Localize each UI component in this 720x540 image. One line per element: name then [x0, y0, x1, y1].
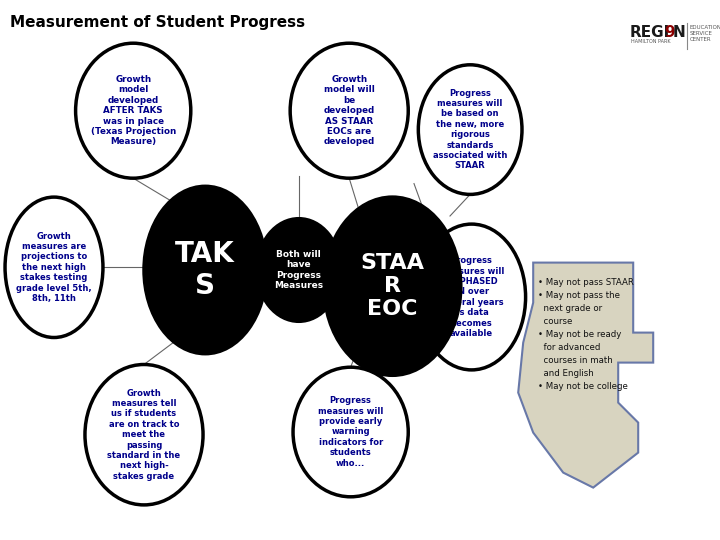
Ellipse shape — [257, 219, 341, 321]
Text: Progress
measures will
be based on
the new, more
rigorous
standards
associated w: Progress measures will be based on the n… — [433, 89, 508, 171]
Text: Progress
measures will
provide early
warning
indicators for
students
who...: Progress measures will provide early war… — [318, 396, 383, 468]
Ellipse shape — [76, 43, 191, 178]
Text: Progress
measures will
be PHASED
IN over
several years
as data
becomes
available: Progress measures will be PHASED IN over… — [439, 256, 504, 338]
Ellipse shape — [324, 197, 461, 375]
Text: 9: 9 — [664, 25, 675, 40]
Text: course: course — [539, 316, 572, 326]
Text: Growth
model
developed
AFTER TAKS
was in place
(Texas Projection
Measure): Growth model developed AFTER TAKS was in… — [91, 75, 176, 146]
Text: • May not be college: • May not be college — [539, 382, 628, 390]
Polygon shape — [518, 262, 653, 488]
Text: Both will
have
Progress
Measures: Both will have Progress Measures — [274, 250, 323, 290]
Text: and English: and English — [539, 369, 594, 377]
Text: REGI: REGI — [630, 25, 670, 40]
Ellipse shape — [418, 224, 526, 370]
Text: EDUCATION
SERVICE
CENTER: EDUCATION SERVICE CENTER — [690, 25, 720, 42]
Text: Growth
measures tell
us if students
are on track to
meet the
passing
standard in: Growth measures tell us if students are … — [107, 389, 181, 481]
Text: STAA
R
EOC: STAA R EOC — [361, 253, 424, 319]
Ellipse shape — [293, 367, 408, 497]
Text: Measurement of Student Progress: Measurement of Student Progress — [10, 15, 305, 30]
Text: • May not pass STAAR: • May not pass STAAR — [539, 278, 634, 287]
Ellipse shape — [85, 364, 203, 505]
Ellipse shape — [418, 65, 522, 194]
Text: next grade or: next grade or — [539, 303, 603, 313]
Text: Growth
measures are
projections to
the next high
stakes testing
grade level 5th,: Growth measures are projections to the n… — [16, 232, 92, 303]
Text: for advanced: for advanced — [539, 342, 600, 352]
Text: • May not be ready: • May not be ready — [539, 329, 621, 339]
Text: Growth
model will
be
developed
AS STAAR
EOCs are
developed: Growth model will be developed AS STAAR … — [323, 75, 375, 146]
Text: HAMILTON PARK: HAMILTON PARK — [631, 39, 670, 44]
Ellipse shape — [5, 197, 103, 338]
Text: • May not pass the: • May not pass the — [539, 291, 620, 300]
Text: N: N — [673, 25, 685, 40]
Text: TAK
S: TAK S — [176, 240, 235, 300]
Ellipse shape — [290, 43, 408, 178]
Ellipse shape — [144, 186, 266, 354]
Text: courses in math: courses in math — [539, 356, 613, 364]
